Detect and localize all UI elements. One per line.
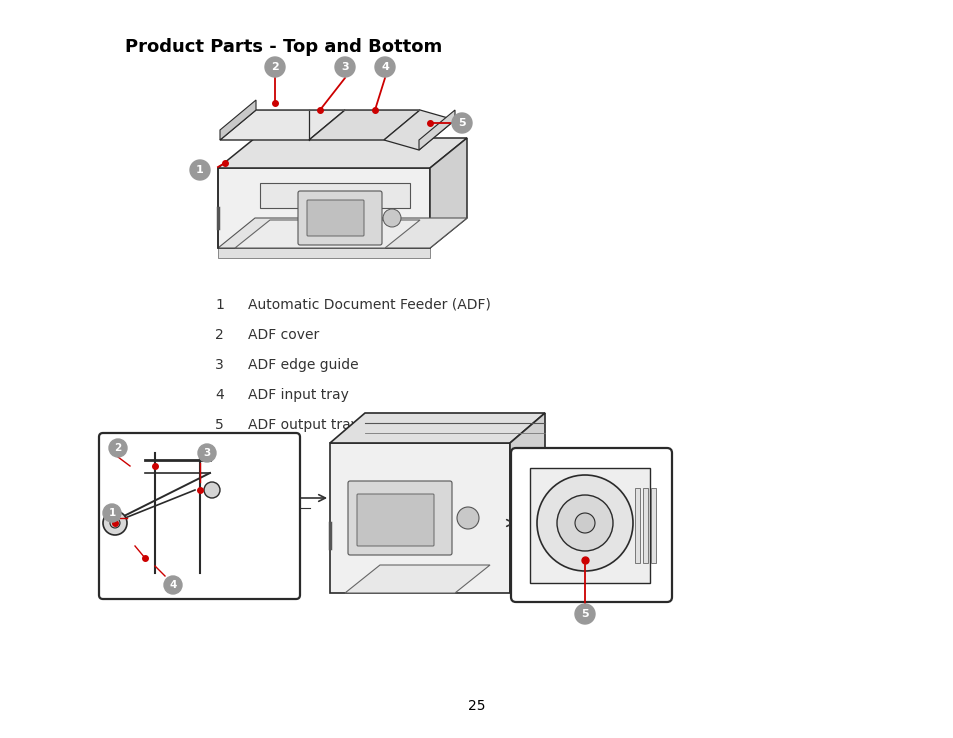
Text: 3: 3 [214, 358, 224, 372]
FancyBboxPatch shape [297, 191, 381, 245]
Text: ADF input tray: ADF input tray [248, 388, 349, 402]
Text: 1: 1 [109, 508, 115, 518]
Text: 5: 5 [457, 118, 465, 128]
Circle shape [198, 444, 215, 462]
Circle shape [190, 160, 210, 180]
Text: 2: 2 [214, 328, 224, 342]
Polygon shape [418, 110, 455, 150]
Circle shape [335, 57, 355, 77]
Circle shape [103, 511, 127, 535]
Circle shape [265, 57, 285, 77]
Text: ADF edge guide: ADF edge guide [248, 358, 358, 372]
Text: 4: 4 [169, 580, 176, 590]
FancyBboxPatch shape [356, 494, 434, 546]
Text: Automatic Document Feeder (ADF): Automatic Document Feeder (ADF) [248, 298, 491, 312]
Polygon shape [330, 443, 510, 593]
Circle shape [452, 113, 472, 133]
FancyBboxPatch shape [99, 433, 299, 599]
Polygon shape [345, 565, 490, 593]
Polygon shape [234, 220, 419, 248]
Circle shape [375, 57, 395, 77]
Polygon shape [218, 248, 430, 258]
Polygon shape [510, 413, 544, 593]
Circle shape [109, 439, 127, 457]
Circle shape [204, 482, 220, 498]
Text: 4: 4 [214, 388, 224, 402]
Text: 4: 4 [380, 62, 389, 72]
Text: Product Parts - Top and Bottom: Product Parts - Top and Bottom [125, 38, 442, 56]
Circle shape [575, 513, 595, 533]
Polygon shape [218, 138, 467, 168]
Text: ADF output tray: ADF output tray [248, 418, 358, 432]
Text: 3: 3 [203, 448, 211, 458]
Text: 25: 25 [468, 699, 485, 713]
Text: 1: 1 [196, 165, 204, 175]
Text: ADF cover: ADF cover [248, 328, 319, 342]
Polygon shape [330, 413, 544, 443]
Polygon shape [220, 100, 255, 140]
FancyBboxPatch shape [642, 488, 647, 563]
Polygon shape [430, 138, 467, 248]
Polygon shape [218, 168, 430, 248]
Circle shape [382, 209, 400, 227]
FancyBboxPatch shape [635, 488, 639, 563]
Circle shape [103, 504, 121, 522]
Polygon shape [220, 110, 345, 140]
FancyBboxPatch shape [511, 448, 671, 602]
Polygon shape [530, 468, 649, 583]
Text: 2: 2 [114, 443, 121, 453]
Circle shape [537, 475, 633, 571]
Circle shape [456, 507, 478, 529]
Text: 5: 5 [214, 418, 224, 432]
FancyBboxPatch shape [307, 200, 364, 236]
Polygon shape [218, 218, 467, 248]
Polygon shape [260, 183, 410, 208]
Polygon shape [384, 110, 455, 150]
Circle shape [110, 518, 120, 528]
FancyBboxPatch shape [650, 488, 656, 563]
Text: 2: 2 [271, 62, 278, 72]
Text: 1: 1 [214, 298, 224, 312]
Text: 3: 3 [341, 62, 349, 72]
Circle shape [575, 604, 595, 624]
Circle shape [557, 495, 613, 551]
FancyBboxPatch shape [348, 481, 452, 555]
Text: 5: 5 [580, 609, 588, 619]
Polygon shape [309, 110, 419, 140]
Circle shape [164, 576, 182, 594]
